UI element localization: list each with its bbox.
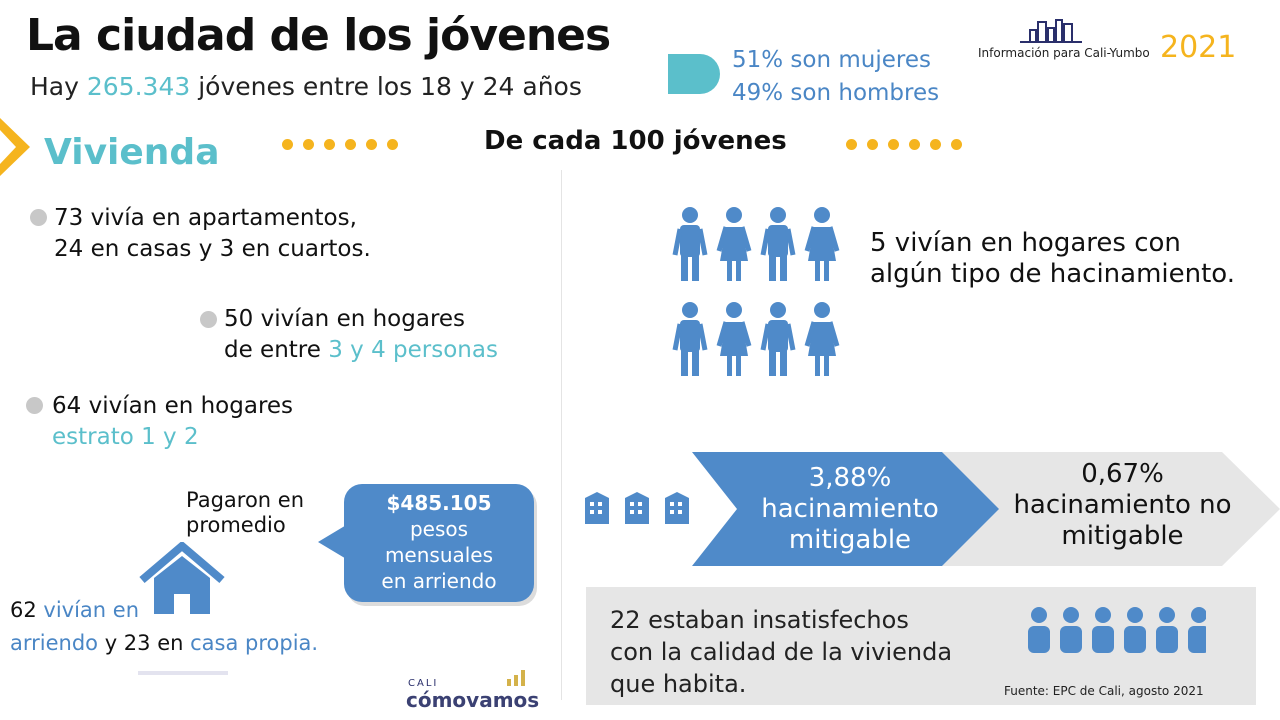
person-icon — [760, 207, 796, 281]
tenure-stat: 62 vivían en arriendo y 23 en casa propia… — [10, 598, 319, 655]
mitigable-stat: 3,88% hacinamiento mitigable — [761, 462, 939, 555]
person-bust-icon — [1028, 607, 1050, 653]
non-mitigable-arrow — [942, 452, 1280, 566]
dots-left — [282, 139, 398, 150]
per-100-heading: De cada 100 jóvenes — [484, 126, 787, 156]
person-icon — [804, 302, 840, 376]
bullet-icon — [26, 397, 43, 414]
house-icon — [139, 542, 225, 614]
person-bust-icon — [1092, 607, 1114, 653]
info-label: Información para Cali-Yumbo — [978, 46, 1150, 60]
people-busts-icon — [1028, 607, 1206, 653]
gender-shape-icon — [668, 54, 720, 94]
bullet-icon — [200, 311, 217, 328]
mitigable-arrow — [692, 452, 999, 566]
rent-bubble: $485.105 pesos mensuales en arriendo — [344, 484, 534, 602]
person-icon — [716, 302, 752, 376]
person-bust-icon — [1124, 607, 1146, 653]
page-title: La ciudad de los jóvenes — [26, 10, 611, 61]
source: Fuente: EPC de Cali, agosto 2021 — [1004, 684, 1204, 698]
strata-stat: 64 vivían en hogares estrato 1 y 2 — [52, 393, 294, 450]
non-mitigable-stat: 0,67% hacinamiento no mitigable — [1013, 458, 1232, 551]
person-bust-icon — [1188, 607, 1206, 653]
person-bust-icon — [1156, 607, 1178, 653]
subtitle: Hay 265.343 jóvenes entre los 18 y 24 añ… — [30, 72, 582, 101]
person-bust-icon — [1060, 607, 1082, 653]
paid-label: Pagaron en promedio — [186, 488, 305, 537]
person-icon — [672, 207, 708, 281]
bars-icon — [507, 670, 525, 686]
section-title: Vivienda — [44, 132, 220, 173]
logo-small: CALI — [408, 678, 439, 689]
year: 2021 — [1160, 30, 1237, 65]
people-group-icon — [672, 207, 840, 376]
divider — [561, 170, 562, 700]
person-icon — [672, 302, 708, 376]
buildings-icon — [585, 492, 689, 524]
household-size-stat: 50 vivían en hogares de entre 3 y 4 perso… — [224, 306, 498, 363]
city-skyline-icon — [1020, 19, 1082, 43]
crowding-stat: 5 vivían en hogares con algún tipo de hac… — [870, 228, 1236, 289]
gender-stats: 51% son mujeres 49% son hombres — [732, 47, 940, 106]
housing-type-stat: 73 vivía en apartamentos, 24 en casas y 3… — [54, 205, 371, 262]
person-icon — [716, 207, 752, 281]
dissatisfaction-stat: 22 estaban insatisfechos con la calidad d… — [610, 606, 953, 698]
person-icon — [804, 207, 840, 281]
person-icon — [760, 302, 796, 376]
bullet-icon — [30, 209, 47, 226]
logo: cómovamos — [406, 688, 540, 712]
dots-right — [846, 139, 962, 150]
